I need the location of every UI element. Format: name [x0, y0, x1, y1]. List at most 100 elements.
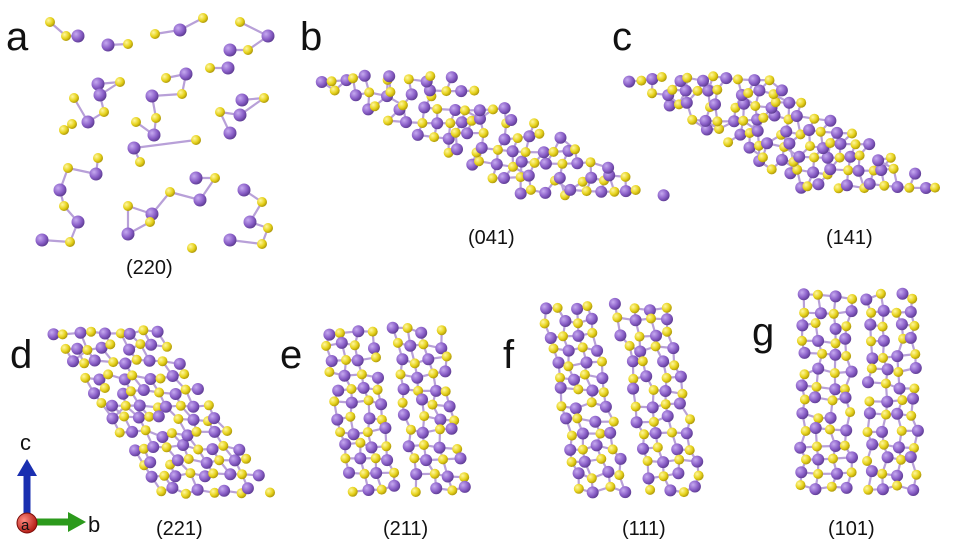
atom-yellow — [636, 75, 647, 86]
atom-purple — [410, 468, 423, 481]
atom-purple — [106, 412, 119, 425]
atom-purple — [544, 332, 557, 344]
atom-purple — [881, 451, 894, 464]
atom-purple — [137, 384, 150, 396]
atom-yellow — [646, 313, 656, 324]
atom-yellow — [834, 152, 845, 163]
atom-purple — [515, 155, 528, 168]
atom-yellow — [427, 399, 438, 410]
atom-yellow — [119, 411, 130, 422]
atom-purple — [208, 412, 221, 425]
atom-yellow — [359, 468, 370, 479]
atom-purple — [809, 483, 822, 496]
atom-yellow — [348, 73, 358, 84]
atom-purple — [840, 424, 853, 437]
atom-yellow — [157, 356, 168, 367]
atom-yellow — [813, 468, 824, 479]
atom-yellow — [180, 488, 191, 499]
atom-purple — [121, 227, 135, 241]
axis-origin-a — [16, 512, 38, 534]
atom-purple — [223, 43, 237, 57]
atom-yellow — [896, 454, 906, 465]
atom-purple — [643, 304, 656, 317]
atom-purple — [315, 76, 328, 88]
atom-purple — [824, 163, 837, 176]
atom-purple — [338, 369, 351, 382]
atom-purple — [553, 171, 566, 184]
atom-yellow — [409, 453, 420, 464]
atom-purple — [233, 443, 246, 456]
atom-purple — [920, 182, 932, 194]
atom-yellow — [265, 487, 275, 498]
atom-purple — [445, 422, 458, 435]
atom-purple — [812, 178, 825, 191]
panel-g: g (101) — [752, 287, 924, 540]
atom-yellow — [469, 85, 480, 96]
atom-purple — [795, 379, 808, 392]
atom-yellow — [210, 173, 220, 183]
atom-purple — [734, 128, 747, 141]
atom-yellow — [65, 237, 75, 247]
atom-yellow — [371, 352, 381, 363]
atom-yellow — [897, 395, 908, 406]
atom-yellow — [413, 385, 424, 396]
atom-yellow — [881, 409, 891, 420]
atom-purple — [187, 413, 200, 426]
atom-purple — [505, 114, 518, 126]
atom-purple — [863, 177, 876, 190]
atom-yellow — [123, 201, 133, 211]
atom-yellow — [191, 426, 202, 437]
atom-yellow — [127, 370, 138, 381]
panel-a: a (220) — [6, 13, 275, 279]
atom-purple — [339, 438, 352, 451]
atom-purple — [619, 185, 632, 198]
atom-yellow — [539, 318, 550, 329]
atom-purple — [664, 484, 677, 497]
atom-yellow — [885, 152, 896, 163]
atom-purple — [748, 74, 761, 87]
atom-purple — [909, 167, 922, 180]
panel-g-structure — [794, 287, 924, 496]
atom-purple — [657, 355, 670, 368]
atom-purple — [674, 370, 687, 383]
atom-yellow — [667, 427, 677, 438]
atom-yellow — [417, 118, 428, 128]
atom-yellow — [799, 307, 810, 318]
atom-yellow — [796, 97, 807, 108]
atom-yellow — [345, 411, 356, 422]
atom-yellow — [383, 115, 393, 126]
atom-yellow — [557, 158, 568, 169]
atom-yellow — [335, 328, 345, 339]
atom-purple — [554, 131, 567, 144]
atom-yellow — [845, 407, 856, 418]
atom-yellow — [441, 86, 452, 97]
atom-yellow — [79, 358, 90, 369]
atom-yellow — [614, 470, 625, 481]
atom-yellow — [103, 369, 114, 380]
atom-purple — [71, 342, 84, 355]
atom-purple — [862, 376, 874, 389]
facet-label-220: (220) — [126, 257, 173, 279]
atom-purple — [74, 326, 87, 339]
atom-yellow — [708, 71, 719, 82]
atom-yellow — [879, 180, 890, 191]
atom-purple — [578, 455, 591, 468]
atom-yellow — [866, 363, 877, 374]
atom-yellow — [243, 45, 253, 55]
atom-purple — [552, 356, 565, 369]
atom-yellow — [841, 351, 852, 361]
atom-yellow — [418, 440, 429, 450]
atom-purple — [829, 290, 842, 303]
atom-purple — [208, 425, 221, 438]
atom-purple — [814, 307, 827, 320]
atom-yellow — [893, 367, 904, 377]
atom-purple — [586, 486, 599, 499]
panel-f-structure — [539, 297, 704, 499]
atom-yellow — [573, 384, 584, 395]
atom-purple — [863, 138, 876, 151]
atom-yellow — [732, 74, 743, 85]
atom-yellow — [817, 348, 828, 359]
atom-purple — [824, 411, 837, 424]
atom-yellow — [866, 307, 877, 318]
atom-yellow — [850, 139, 861, 150]
